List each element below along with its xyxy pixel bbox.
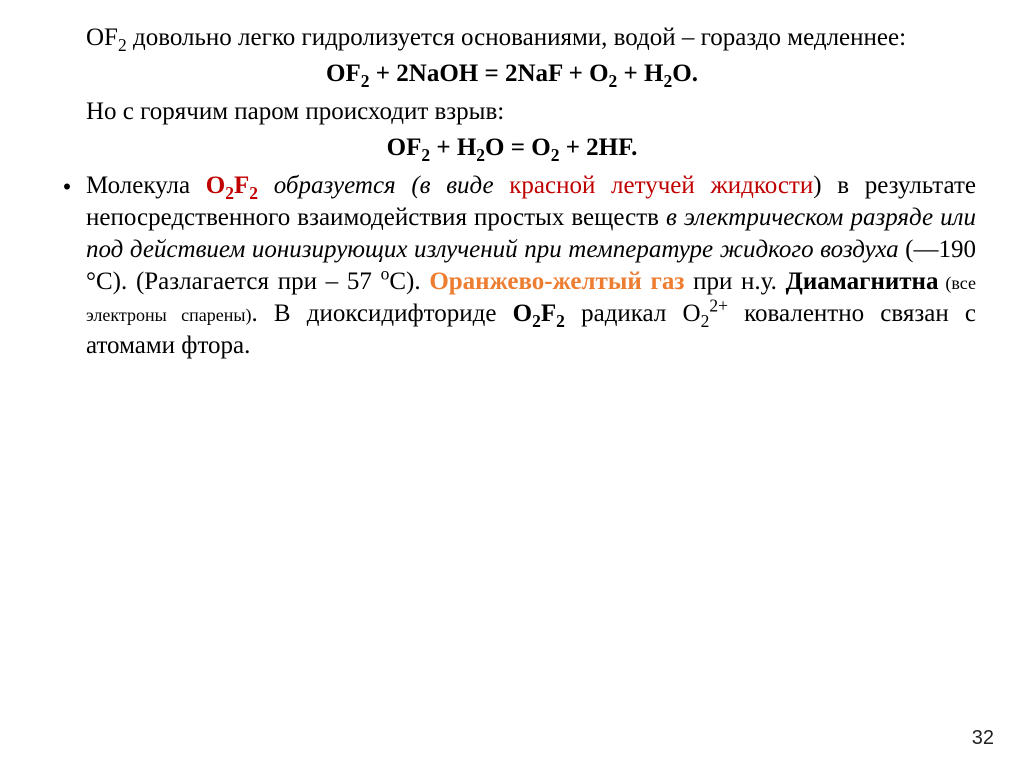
sub: 2 [421,145,430,165]
bullet-paragraph: • Молекула O2F2 образуется (в виде красн… [48,170,976,362]
txt: F [234,172,249,199]
sub: 2 [609,71,618,91]
sub: 2 [664,71,673,91]
equation-2: OF2 + H2O = O2 + 2HF. [48,132,976,164]
txt: OF [86,24,118,51]
txt: + 2NaOH = 2NaF + O [370,60,609,87]
txt: O. [672,60,698,87]
txt: Но с горячим паром происходит взрыв: [86,98,504,125]
bullet-icon: • [48,170,86,362]
txt: + 2HF. [559,134,637,161]
bullet-text: Молекула O2F2 образуется (в виде красной… [86,170,976,362]
txt: образуется (в виде [258,172,509,199]
sup: 2+ [709,296,728,316]
txt: Молекула [86,172,206,199]
sub: 2 [476,145,485,165]
txt: красной летучей жидкости [509,172,813,199]
equation-1: OF2 + 2NaOH = 2NaF + O2 + H2O. [48,58,976,90]
txt: + H [430,134,476,161]
txt: OF [387,134,422,161]
txt: при н.у. [684,268,785,295]
txt: F [541,300,556,327]
txt: радикал O [565,300,701,327]
page-number: 32 [972,726,994,752]
sub: 2 [361,71,370,91]
txt: С). [389,268,429,295]
sub: 2 [118,35,127,55]
sub: 2 [249,183,258,203]
txt: O = O [485,134,551,161]
txt: O [513,300,532,327]
txt: довольно легко гидролизуется основаниями… [127,24,906,51]
txt: + H [617,60,663,87]
paragraph-intro: OF2 довольно легко гидролизуется основан… [48,22,976,54]
txt: . В диоксидифториде [251,300,512,327]
txt: Оранжево-желтый газ [429,268,684,295]
sub: 2 [556,311,565,331]
paragraph-steam: Но с горячим паром происходит взрыв: [48,96,976,128]
txt: OF [326,60,361,87]
sub: 2 [532,311,541,331]
sub: 2 [225,183,234,203]
txt: Диамагнитна [786,268,939,295]
txt: O [206,172,225,199]
